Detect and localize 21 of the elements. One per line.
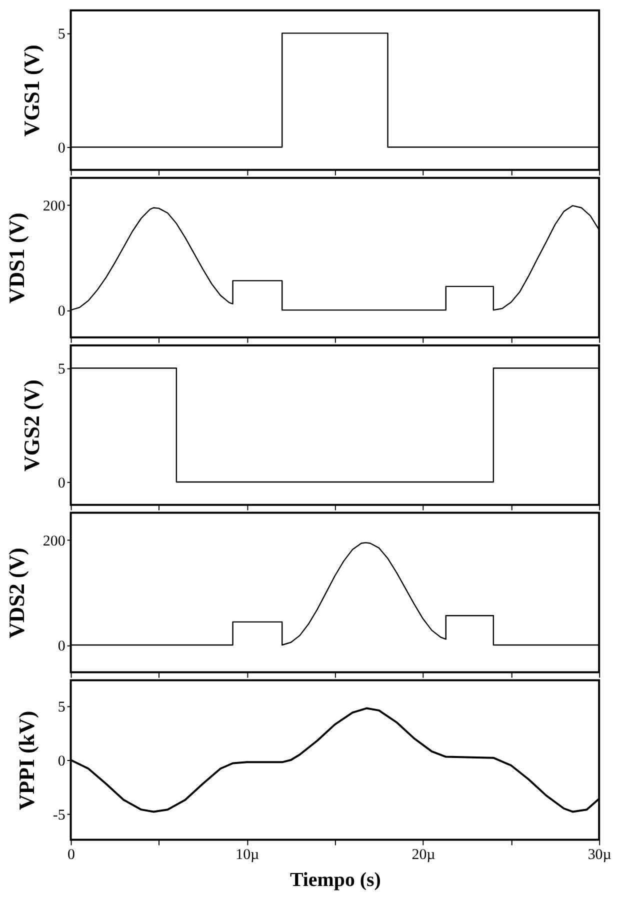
y-tick-label: 0 xyxy=(58,476,66,492)
y-tick-label: 5 xyxy=(58,362,66,378)
x-tick-label: 20µ xyxy=(412,847,436,864)
x-tick-label: 0 xyxy=(68,847,76,864)
y-axis-title: VGS1 (V) xyxy=(18,44,44,137)
y-tick-label: -5 xyxy=(52,807,66,824)
y-tick-label: 200 xyxy=(42,534,66,550)
x-axis-title: Tiempo (s) xyxy=(290,869,381,892)
y-tick-label: 0 xyxy=(58,753,66,770)
x-tick-label: 10µ xyxy=(236,847,260,864)
y-axis-title: VDS2 (V) xyxy=(4,548,29,638)
y-tick-label: 0 xyxy=(58,304,66,320)
y-tick-label: 0 xyxy=(58,140,66,157)
x-tick-label: 30µ xyxy=(588,847,612,864)
y-axis-title: VDS1 (V) xyxy=(4,212,29,304)
y-axis-title: VPPI (kV) xyxy=(14,710,39,810)
y-tick-label: 200 xyxy=(42,198,66,215)
y-tick-label: 0 xyxy=(58,638,66,654)
y-tick-label: 5 xyxy=(58,26,66,43)
y-tick-label: 5 xyxy=(58,700,66,716)
y-axis-title: VGS2 (V) xyxy=(18,380,44,472)
